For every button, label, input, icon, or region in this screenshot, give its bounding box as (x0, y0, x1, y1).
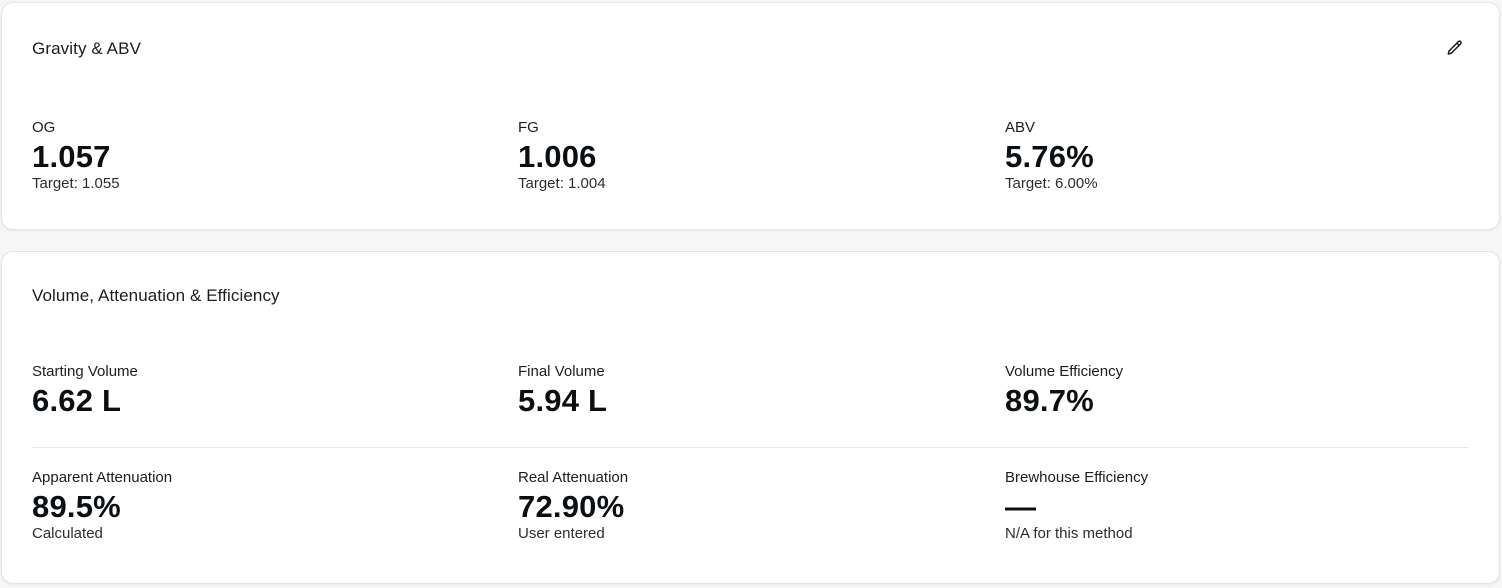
gravity-abv-card: Gravity & ABV OG 1.057 Target: 1.055 FG … (1, 2, 1500, 230)
og-target: Target: 1.055 (32, 175, 120, 192)
brewhouse-efficiency-note: N/A for this method (1005, 525, 1133, 542)
real-attenuation-metric: Real Attenuation 72.90% User entered (518, 469, 918, 543)
fg-label: FG (518, 119, 539, 136)
divider (32, 447, 1469, 448)
starting-volume-label: Starting Volume (32, 363, 138, 380)
real-attenuation-note: User entered (518, 525, 605, 542)
fg-metric: FG 1.006 Target: 1.004 (518, 119, 918, 193)
brewhouse-efficiency-label: Brewhouse Efficiency (1005, 469, 1149, 486)
abv-target: Target: 6.00% (1005, 175, 1098, 192)
brewhouse-efficiency-value: — (1005, 489, 1037, 524)
fg-target: Target: 1.004 (518, 175, 606, 192)
final-volume-label: Final Volume (518, 363, 605, 380)
abv-label: ABV (1005, 119, 1036, 136)
apparent-attenuation-label: Apparent Attenuation (32, 469, 173, 486)
real-attenuation-value: 72.90% (518, 489, 625, 524)
volume-efficiency-metric: Volume Efficiency 89.7% (1005, 363, 1405, 419)
volume-efficiency-label: Volume Efficiency (1005, 363, 1124, 380)
card-title: Gravity & ABV (32, 39, 142, 58)
final-volume-metric: Final Volume 5.94 L (518, 363, 918, 419)
starting-volume-metric: Starting Volume 6.62 L (32, 363, 432, 419)
og-metric: OG 1.057 Target: 1.055 (32, 119, 432, 193)
real-attenuation-label: Real Attenuation (518, 469, 629, 486)
apparent-attenuation-note: Calculated (32, 525, 103, 542)
apparent-attenuation-metric: Apparent Attenuation 89.5% Calculated (32, 469, 432, 543)
brewhouse-efficiency-metric: Brewhouse Efficiency — N/A for this meth… (1005, 469, 1405, 543)
edit-button[interactable] (1444, 37, 1466, 59)
pencil-icon (1447, 40, 1462, 55)
final-volume-value: 5.94 L (518, 383, 608, 418)
volume-attenuation-efficiency-card: Volume, Attenuation & Efficiency Startin… (1, 251, 1500, 584)
og-value: 1.057 (32, 139, 111, 174)
starting-volume-value: 6.62 L (32, 383, 122, 418)
volume-efficiency-value: 89.7% (1005, 383, 1094, 418)
apparent-attenuation-value: 89.5% (32, 489, 121, 524)
fg-value: 1.006 (518, 139, 597, 174)
card-title: Volume, Attenuation & Efficiency (32, 286, 280, 305)
abv-value: 5.76% (1005, 139, 1094, 174)
og-label: OG (32, 119, 56, 136)
abv-metric: ABV 5.76% Target: 6.00% (1005, 119, 1405, 193)
